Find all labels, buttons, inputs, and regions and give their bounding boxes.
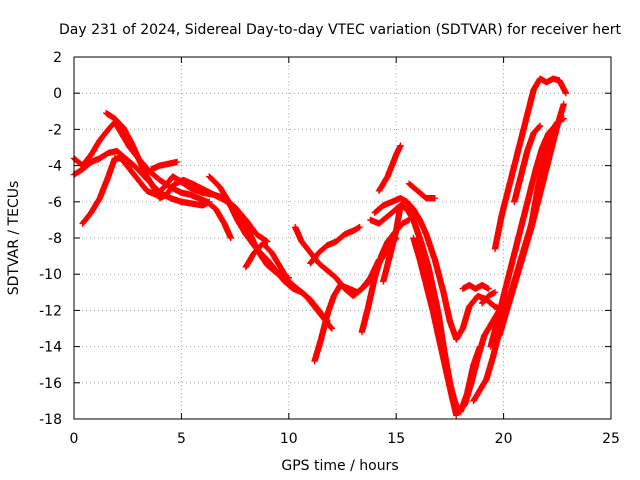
y-tick-label: 0: [53, 86, 62, 102]
y-tick-label: -8: [48, 231, 62, 247]
plus-markers: [242, 240, 335, 332]
data-track: [491, 75, 570, 253]
data-track: [487, 122, 559, 350]
plus-markers: [148, 158, 181, 173]
y-tick-label: -6: [48, 195, 62, 211]
plus-markers: [511, 122, 544, 205]
data-track: [307, 223, 363, 267]
data-track: [405, 180, 439, 202]
data-track: [375, 142, 404, 195]
plus-markers: [79, 155, 292, 281]
plus-markers: [371, 195, 507, 343]
y-tick-label: -10: [39, 267, 62, 283]
data-track: [496, 100, 567, 339]
chart-title: Day 231 of 2024, Sidereal Day-to-day VTE…: [59, 22, 621, 38]
plus-markers: [491, 75, 570, 253]
y-axis-label: SDTVAR / TECUs: [6, 181, 22, 296]
y-tick-label: -14: [39, 340, 62, 356]
plus-markers: [459, 281, 492, 292]
data-track: [311, 234, 400, 365]
data-marks: [70, 75, 570, 419]
x-tick-label: 20: [495, 431, 513, 447]
plus-markers: [307, 223, 363, 267]
plus-markers: [405, 180, 439, 202]
x-tick-label: 15: [387, 431, 405, 447]
y-tick-label: -12: [39, 303, 62, 319]
plus-markers: [311, 234, 400, 365]
axis-ticks: 0 5 10 15 20 25 -18 -16 -14 -12 -10 -8 -6 -4 -2 0 2: [39, 50, 620, 447]
plus-markers: [487, 122, 559, 350]
x-axis-label: GPS time / hours: [281, 458, 398, 474]
x-tick-label: 10: [280, 431, 298, 447]
data-track: [148, 158, 181, 173]
data-track: [478, 289, 499, 307]
y-tick-label: -16: [39, 376, 62, 392]
plus-markers: [478, 289, 499, 307]
plus-markers: [496, 100, 567, 339]
y-tick-label: 2: [53, 50, 62, 66]
data-track: [371, 195, 507, 343]
data-track: [79, 155, 292, 281]
x-tick-label: 0: [70, 431, 79, 447]
plus-markers: [375, 142, 404, 195]
data-track: [511, 122, 544, 205]
y-tick-label: -2: [48, 122, 62, 138]
plus-markers: [410, 234, 460, 419]
data-track: [242, 240, 335, 332]
x-tick-label: 25: [602, 431, 620, 447]
y-tick-label: -4: [48, 159, 62, 175]
data-track: [410, 234, 460, 419]
y-tick-label: -18: [39, 412, 62, 428]
data-track: [459, 281, 492, 292]
x-tick-label: 5: [177, 431, 186, 447]
